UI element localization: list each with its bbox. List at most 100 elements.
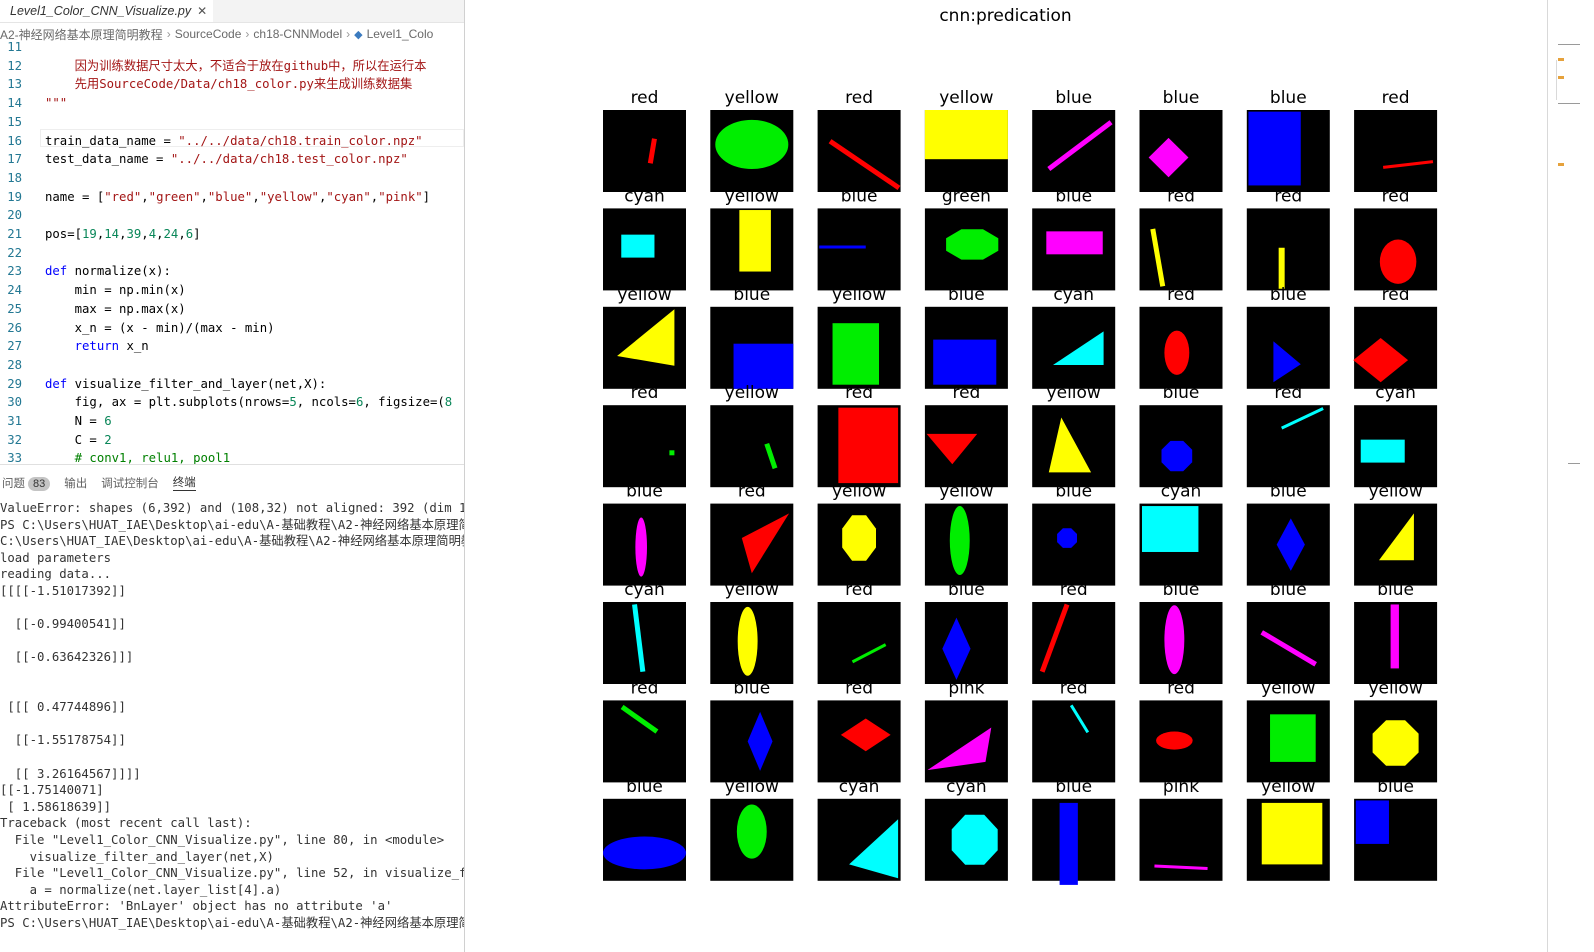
line-number: 18 — [7, 170, 22, 185]
vscode-window: Level1_Color_CNN_Visualize.py ✕ A2-神经网络基… — [0, 0, 465, 952]
tab-debug-console[interactable]: 调试控制台 — [101, 477, 159, 490]
code-editor[interactable]: 11 12 因为训练数据尺寸太大，不适合于放在github中，所以在运行本 13 先… — [0, 40, 464, 465]
prediction-cell: blue — [603, 777, 686, 881]
prediction-cell: blue — [710, 285, 794, 389]
prediction-cell: red — [1246, 186, 1330, 291]
prediction-grid: red yellow red yellow blue blue blue red cyan yel… — [603, 88, 1438, 885]
prediction-cell: blue — [1032, 186, 1116, 291]
code-text: return x_n — [74, 339, 149, 354]
breadcrumb-item[interactable]: ch18-CNNModel — [253, 27, 343, 41]
cyan-line-shape — [632, 604, 646, 673]
code-line: 25 max = np.max(x) — [0, 300, 464, 319]
prediction-cell: blue — [710, 678, 794, 783]
prediction-label: red — [738, 482, 766, 502]
prediction-cell: yellow — [817, 482, 901, 586]
terminal-line: [[[ 0.47744896]] — [0, 700, 126, 715]
code-line: 18 — [0, 169, 464, 188]
line-number: 30 — [7, 395, 22, 410]
prediction-label: yellow — [725, 580, 779, 600]
prediction-label: yellow — [617, 285, 671, 305]
prediction-label: blue — [1163, 580, 1200, 600]
line-number: 11 — [7, 40, 22, 54]
prediction-label: red — [631, 383, 659, 403]
red-ellipse-shape — [1156, 731, 1193, 750]
code-line: 31 N = 6 — [0, 412, 464, 431]
prediction-cell: cyan — [817, 777, 901, 881]
prediction-label: blue — [733, 678, 770, 698]
prediction-cell: yellow — [924, 482, 1008, 586]
yellow-rect-shape — [739, 210, 771, 272]
cyan-triangle-shape — [849, 819, 899, 879]
right-edge-window — [1546, 0, 1594, 952]
prediction-cell: red — [603, 88, 686, 192]
cell-image — [1032, 700, 1116, 783]
terminal-line: visualize_filter_and_layer(net,X) — [0, 849, 274, 864]
green-line-shape — [620, 704, 659, 734]
red-diamond-shape — [1353, 337, 1409, 383]
line-number: 28 — [7, 357, 22, 372]
window-border — [1556, 60, 1557, 100]
prediction-cell: yellow — [1032, 383, 1116, 488]
prediction-cell: blue — [924, 285, 1008, 389]
prediction-cell: red — [1139, 186, 1223, 291]
blue-diamond-shape — [942, 617, 971, 680]
red-line-shape — [828, 139, 901, 190]
prediction-cell: blue — [1139, 580, 1223, 684]
prediction-label: yellow — [832, 482, 886, 502]
cell-image — [1354, 110, 1438, 192]
pink-ellipse-shape — [635, 517, 647, 577]
prediction-label: yellow — [725, 88, 779, 108]
yellow-line-shape — [1150, 228, 1166, 287]
tab-problems[interactable]: 问题 83 — [2, 475, 51, 491]
prediction-cell: pink — [924, 678, 1008, 783]
code-text: name = ["red","green","blue","yellow","c… — [45, 189, 431, 204]
terminal-line: [[-1.75140071] — [0, 783, 104, 798]
prediction-cell: yellow — [1246, 678, 1330, 783]
prediction-cell: blue — [1246, 285, 1330, 389]
prediction-label: blue — [733, 285, 770, 305]
prediction-label: red — [1274, 383, 1302, 403]
terminal-line: C:\Users\HUAT_IAE\Desktop\ai-edu\A-基础教程\… — [0, 534, 465, 549]
editor-tab[interactable]: Level1_Color_CNN_Visualize.py ✕ — [0, 0, 214, 22]
cell-image — [1139, 208, 1223, 291]
code-line: 22 — [0, 244, 464, 263]
tab-terminal[interactable]: 终端 — [172, 474, 196, 491]
blue-triangle-shape — [1273, 341, 1301, 383]
cyan-octagon-shape — [951, 814, 998, 865]
chevron-right-icon: › — [245, 27, 250, 41]
prediction-label: blue — [1055, 186, 1092, 206]
code-line: 20 — [0, 206, 464, 225]
terminal-line: [[ 3.26164567]]]] — [0, 766, 141, 781]
line-number: 25 — [7, 301, 22, 316]
tab-problems-label: 问题 — [2, 477, 25, 490]
prediction-label: blue — [1270, 580, 1307, 600]
terminal-line: reading data... — [0, 567, 112, 582]
prediction-label: yellow — [939, 88, 993, 108]
line-number: 13 — [7, 77, 22, 92]
prediction-cell: blue — [1139, 383, 1223, 488]
prediction-label: red — [1060, 580, 1088, 600]
prediction-label: cyan — [1161, 482, 1202, 502]
prediction-cell: blue — [1032, 777, 1116, 885]
red-rect-shape — [838, 407, 899, 484]
prediction-cell: blue — [817, 186, 901, 291]
code-line: 16 train_data_name = "../../data/ch18.tra… — [0, 132, 464, 151]
red-triangle-shape — [741, 513, 790, 574]
prediction-label: blue — [841, 186, 878, 206]
cell-image — [1032, 602, 1116, 684]
code-line: 29 def visualize_filter_and_layer(net,X): — [0, 375, 464, 394]
tab-output[interactable]: 输出 — [64, 477, 88, 490]
code-line: 11 — [0, 38, 464, 57]
breadcrumb-item[interactable]: Level1_Colo — [366, 27, 434, 41]
close-icon[interactable]: ✕ — [197, 4, 208, 18]
prediction-cell: red — [603, 383, 686, 488]
line-number: 22 — [7, 245, 22, 260]
green-dot-shape — [669, 450, 675, 456]
prediction-label: red — [952, 383, 980, 403]
terminal[interactable]: ValueError: shapes (6,392) and (108,32) … — [0, 499, 464, 952]
terminal-line: a = normalize(net.layer_list[4].a) — [0, 882, 282, 897]
code-text: max = np.max(x) — [45, 301, 186, 316]
code-line: 27 return x_n — [0, 337, 464, 356]
breadcrumb-item[interactable]: A2-神经网络基本原理简明教程 — [0, 27, 163, 42]
breadcrumb-item[interactable]: SourceCode — [174, 27, 242, 41]
